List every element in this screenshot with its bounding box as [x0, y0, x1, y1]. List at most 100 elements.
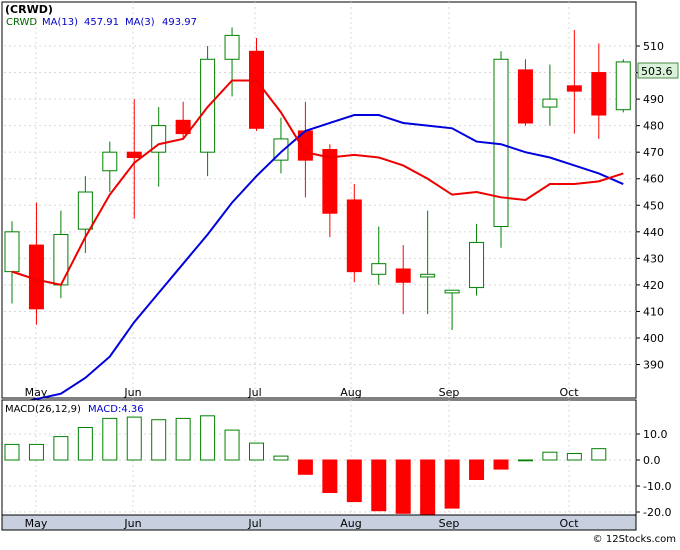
macd-y-axis: 10.0 0.0 -10.0 -20.0 [636, 428, 671, 519]
macd-bar [273, 455, 289, 461]
macd-bar [4, 443, 20, 461]
macd-bar [224, 429, 240, 461]
macd-panel [1, 399, 637, 527]
candle-body [28, 244, 44, 310]
macd-bar [102, 417, 118, 461]
price-x-label: Jun [123, 386, 141, 399]
price-y-tick-label: 450 [643, 199, 664, 212]
macd-bar [542, 451, 558, 461]
price-panel [1, 1, 637, 399]
legend-ma-short-value: 493.97 [162, 17, 197, 28]
bottom-x-label: May [25, 517, 48, 530]
macd-y-tick-label: 0.0 [643, 454, 661, 467]
price-y-tick-label: 510 [643, 40, 664, 53]
macd-bar [322, 459, 338, 493]
macd-bar [151, 419, 167, 461]
price-y-tick-label: 440 [643, 226, 664, 239]
macd-bar [77, 427, 93, 461]
macd-bar [175, 417, 191, 461]
macd-bar [53, 436, 69, 461]
candle-body [395, 268, 411, 283]
macd-bar [346, 459, 362, 503]
macd-value: MACD:4.36 [88, 404, 144, 415]
macd-bar [126, 416, 142, 461]
candle-body [517, 69, 533, 124]
candle-body [615, 61, 631, 111]
candles [4, 27, 631, 331]
price-x-label: Sep [439, 386, 460, 399]
price-x-label: Jul [247, 386, 261, 399]
price-y-tick-label: 420 [643, 279, 664, 292]
macd-bar [249, 442, 264, 461]
ma13-line [11, 114, 624, 406]
watermark: © 12Stocks.com [593, 534, 676, 545]
candle-body [371, 263, 387, 275]
candle-body [102, 151, 118, 172]
moving-average-lines [11, 79, 624, 406]
candle-body [346, 199, 362, 273]
bottom-x-label: Oct [559, 517, 579, 530]
last-price: 503.6 [641, 65, 673, 78]
legend-ma-long-label: MA(13) [42, 17, 78, 28]
macd-bar [28, 443, 44, 461]
legend-ma-long-value: 457.91 [84, 17, 119, 28]
price-x-axis: May Jun Jul Aug Sep Oct [25, 386, 580, 399]
price-x-label: May [25, 386, 48, 399]
candle-body [469, 241, 485, 289]
price-y-tick-label: 490 [643, 93, 664, 106]
price-y-tick-label: 480 [643, 120, 664, 133]
macd-bar [297, 459, 313, 475]
macd-y-tick-label: 10.0 [643, 428, 668, 441]
macd-bar [469, 459, 485, 480]
macd-bar [591, 448, 607, 461]
macd-bars [4, 415, 607, 516]
price-y-tick-label: 430 [643, 252, 664, 265]
ma3-line [11, 79, 624, 287]
legend-ma-short-label: MA(3) [125, 17, 155, 28]
candle-body [175, 119, 191, 135]
price-y-tick-label: 400 [643, 332, 664, 345]
bottom-x-label: Jul [247, 517, 261, 530]
candle-body [4, 231, 20, 273]
bottom-axis-bar [1, 514, 637, 531]
price-y-tick-label: 410 [643, 305, 664, 318]
macd-bar [566, 453, 582, 461]
price-y-tick-label: 460 [643, 173, 664, 186]
macd-bar [420, 459, 436, 516]
macd-label: MACD(26,12,9) [5, 404, 81, 415]
last-price-box [637, 62, 679, 79]
candle-body [151, 125, 167, 153]
macd-bar [493, 459, 509, 470]
macd-y-tick-label: -10.0 [643, 480, 671, 493]
candle-body [322, 149, 338, 214]
price-grid [4, 2, 636, 398]
candle-body [591, 72, 607, 116]
bottom-x-axis: May Jun Jul Aug Sep Oct [25, 517, 580, 530]
candle-body [249, 50, 264, 129]
bottom-x-label: Aug [340, 517, 361, 530]
candle-body [420, 273, 436, 278]
candle-body [542, 98, 558, 108]
candle-body [566, 85, 582, 92]
price-x-label: Aug [340, 386, 361, 399]
candle-body [444, 289, 460, 294]
price-x-label: Oct [559, 386, 579, 399]
macd-y-tick-label: -20.0 [643, 506, 671, 519]
price-y-tick-label: 390 [643, 359, 664, 372]
price-y-axis: 390400410420430440450460470480490500510 [636, 40, 664, 372]
macd-bar [395, 459, 411, 514]
macd-bar [371, 459, 387, 512]
macd-bar [517, 459, 533, 462]
legend-symbol: CRWD [6, 17, 37, 28]
candle-body [77, 191, 93, 230]
bottom-x-label: Jun [123, 517, 141, 530]
candle-body [126, 151, 142, 158]
bottom-x-label: Sep [439, 517, 460, 530]
macd-bar [200, 415, 216, 461]
candle-body [224, 34, 240, 60]
price-y-tick-label: 470 [643, 146, 664, 159]
macd-bar [444, 459, 460, 509]
ticker-label: (CRWD) [5, 3, 53, 16]
